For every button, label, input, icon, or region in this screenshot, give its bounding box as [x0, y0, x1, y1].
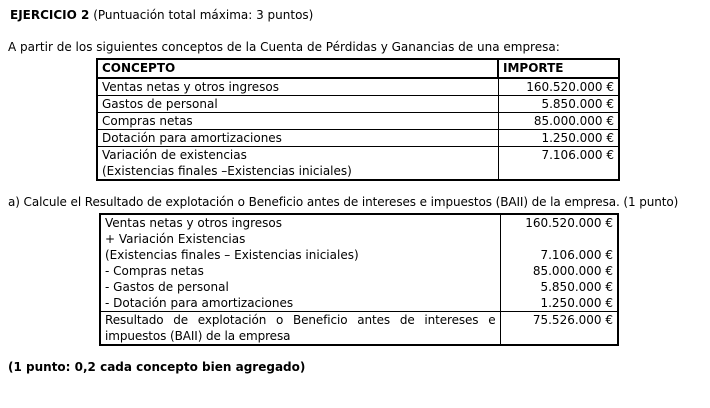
concept-line: Variación de existencias	[102, 148, 247, 162]
calc-amount: 1.250.000 €	[540, 296, 613, 310]
exercise-title-number: EJERCICIO 2	[10, 8, 90, 22]
calc-amount: 5.850.000 €	[540, 280, 613, 294]
concepts-table-header-amount: IMPORTE	[497, 58, 620, 79]
concepts-table-header-row: CONCEPTO IMPORTE	[96, 58, 620, 79]
exercise-title: EJERCICIO 2 (Puntuación total máxima: 3 …	[10, 8, 700, 23]
concept-cell: Compras netas	[96, 112, 499, 130]
calc-labels-cell: Ventas netas y otros ingresos + Variació…	[99, 213, 501, 312]
concepts-table: CONCEPTO IMPORTE Ventas netas y otros in…	[96, 58, 620, 181]
result-label-cell: Resultado de explotación o Beneficio ant…	[99, 311, 501, 346]
amount-cell: 85.000.000 €	[497, 112, 620, 130]
calc-label: - Dotación para amortizaciones	[105, 296, 294, 310]
calc-amount: 160.520.000 €	[525, 216, 613, 230]
amount-cell: 1.250.000 €	[497, 129, 620, 147]
intro-paragraph: A partir de los siguientes conceptos de …	[8, 40, 560, 54]
calc-amount: 85.000.000 €	[532, 264, 613, 278]
concept-line: (Existencias finales –Existencias inicia…	[102, 164, 352, 178]
exercise-title-points: (Puntuación total máxima: 3 puntos)	[89, 8, 314, 22]
concepts-table-header-concept: CONCEPTO	[96, 58, 499, 79]
concept-cell: Gastos de personal	[96, 95, 499, 113]
calc-label: - Gastos de personal	[105, 280, 229, 294]
concept-cell: Ventas netas y otros ingresos	[96, 77, 499, 96]
calc-label: Ventas netas y otros ingresos	[105, 216, 282, 230]
table-row: Variación de existencias (Existencias fi…	[96, 146, 620, 181]
calc-amounts-cell: 160.520.000 € 7.106.000 € 85.000.000 € 5…	[499, 213, 619, 312]
calc-label: - Compras netas	[105, 264, 204, 278]
table-row: Ventas netas y otros ingresos 160.520.00…	[96, 77, 620, 96]
concept-cell: Dotación para amortizaciones	[96, 129, 499, 147]
table-row: Gastos de personal 5.850.000 €	[96, 95, 620, 113]
table-row: Compras netas 85.000.000 €	[96, 112, 620, 130]
calc-lines-row: Ventas netas y otros ingresos + Variació…	[99, 213, 619, 312]
concept-cell: Variación de existencias (Existencias fi…	[96, 146, 499, 181]
amount-cell: 7.106.000 €	[497, 146, 620, 181]
question-a-paragraph: a) Calcule el Resultado de explotación o…	[8, 195, 679, 209]
amount-cell: 5.850.000 €	[497, 95, 620, 113]
calc-label: + Variación Existencias	[105, 232, 246, 246]
calc-label: (Existencias finales – Existencias inici…	[105, 248, 359, 262]
calc-amount	[505, 231, 614, 247]
calc-result-row: Resultado de explotación o Beneficio ant…	[99, 311, 619, 346]
calculation-table: Ventas netas y otros ingresos + Variació…	[99, 213, 619, 346]
grading-note: (1 punto: 0,2 cada concepto bien agregad…	[8, 360, 306, 374]
amount-cell: 160.520.000 €	[497, 77, 620, 96]
table-row: Dotación para amortizaciones 1.250.000 €	[96, 129, 620, 147]
result-amount-cell: 75.526.000 €	[499, 311, 619, 346]
calc-amount: 7.106.000 €	[540, 248, 613, 262]
